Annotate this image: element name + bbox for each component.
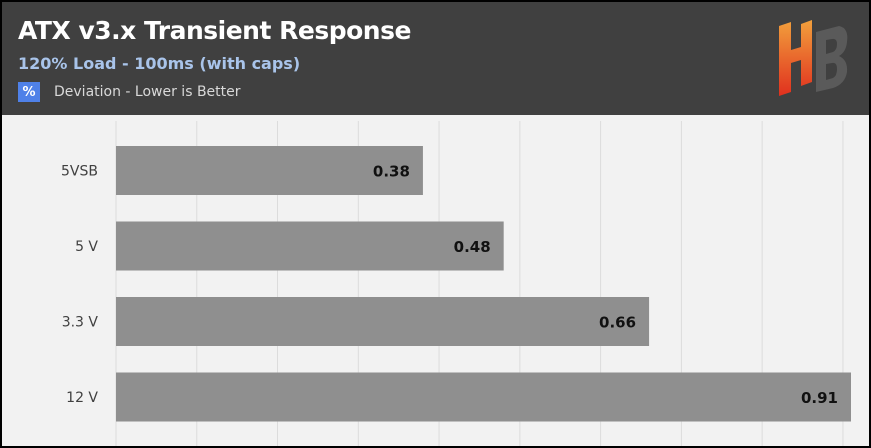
percent-icon: % bbox=[18, 82, 40, 102]
data-label: 0.66 bbox=[599, 314, 636, 332]
chart-subtitle: 120% Load - 100ms (with caps) bbox=[18, 54, 301, 73]
legend-label: Deviation - Lower is Better bbox=[54, 84, 241, 100]
hb-logo-icon bbox=[779, 20, 848, 96]
legend: % Deviation - Lower is Better bbox=[18, 82, 241, 102]
category-label: 5VSB bbox=[61, 164, 98, 180]
chart-title: ATX v3.x Transient Response bbox=[18, 16, 411, 45]
bar-3.3v bbox=[116, 297, 650, 346]
bar-5v bbox=[116, 221, 504, 271]
data-label: 0.48 bbox=[454, 238, 491, 256]
category-label: 3.3 V bbox=[62, 315, 99, 331]
data-label: 0.38 bbox=[373, 163, 410, 181]
chart-header: ATX v3.x Transient Response 120% Load - … bbox=[2, 2, 869, 115]
bar-12v bbox=[116, 372, 851, 422]
bar-5vsb bbox=[116, 146, 423, 195]
category-label: 5 V bbox=[75, 239, 98, 255]
data-label: 0.91 bbox=[801, 389, 838, 407]
bar-chart: 5VSB 0.38 5 V 0.48 3.3 V 0.66 12 V 0.91 bbox=[61, 121, 851, 446]
category-label: 12 V bbox=[66, 390, 98, 406]
